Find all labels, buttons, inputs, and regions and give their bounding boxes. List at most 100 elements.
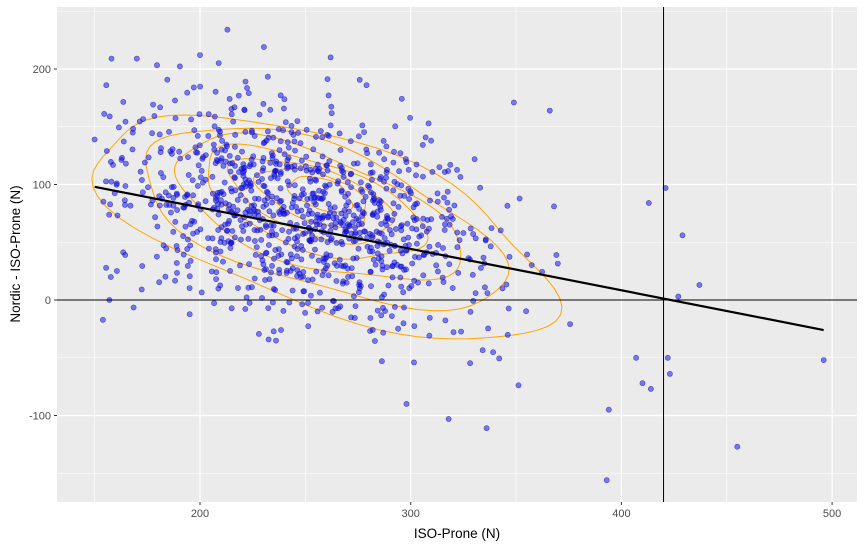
data-point [392, 123, 399, 130]
data-point [445, 416, 452, 422]
data-point [309, 169, 316, 176]
data-point [426, 314, 433, 321]
data-point [357, 283, 364, 289]
data-point [304, 202, 310, 209]
data-point [173, 190, 180, 197]
data-point [386, 247, 393, 254]
data-point [313, 268, 320, 275]
density-contour [173, 132, 462, 281]
data-point [224, 227, 231, 234]
data-point [359, 220, 365, 227]
data-point [367, 315, 374, 321]
data-point [553, 252, 560, 258]
data-point [378, 221, 385, 227]
data-point [734, 443, 741, 450]
data-point [174, 269, 180, 276]
data-point [300, 230, 306, 237]
data-point [420, 272, 427, 279]
data-point [499, 285, 506, 292]
data-point [286, 182, 292, 188]
data-point [299, 301, 306, 308]
data-point [313, 177, 319, 184]
data-point [395, 203, 402, 210]
data-point [504, 331, 511, 338]
data-point [186, 285, 193, 291]
data-point [150, 101, 156, 108]
data-point [172, 97, 178, 104]
data-point [444, 188, 451, 195]
data-point [211, 113, 218, 120]
data-point [346, 223, 352, 229]
data-point [392, 226, 399, 232]
data-point [103, 148, 110, 154]
data-point [403, 400, 410, 407]
data-point [248, 187, 255, 194]
data-point [294, 238, 300, 245]
data-point [286, 228, 292, 235]
data-point [234, 196, 241, 203]
data-point [506, 253, 513, 260]
data-point [551, 203, 557, 210]
data-point [415, 279, 421, 286]
data-point [260, 165, 267, 172]
data-point [277, 138, 284, 145]
data-point [172, 218, 179, 225]
data-point [225, 220, 231, 227]
y-tick-label: 100 [33, 180, 51, 192]
data-point [277, 185, 284, 192]
data-point [329, 308, 336, 315]
data-point [487, 243, 494, 250]
data-point [149, 130, 155, 137]
data-point [187, 257, 194, 264]
data-point [234, 154, 241, 161]
data-point [291, 195, 298, 202]
data-point [633, 354, 639, 361]
data-point [298, 242, 305, 249]
data-point [308, 236, 314, 243]
data-point [338, 188, 345, 195]
data-point [180, 251, 187, 258]
data-point [394, 181, 401, 188]
data-point [391, 210, 398, 217]
data-point [211, 123, 218, 130]
data-point [313, 133, 319, 140]
data-point [232, 131, 239, 138]
data-point [244, 85, 250, 91]
data-point [114, 268, 120, 274]
data-point [405, 166, 412, 173]
data-point [216, 132, 223, 139]
data-point [220, 258, 226, 265]
data-point [460, 230, 467, 236]
data-point [323, 162, 330, 169]
data-point [338, 238, 345, 245]
data-point [197, 52, 203, 58]
data-point [524, 251, 530, 258]
data-point [343, 202, 350, 209]
data-point [284, 139, 291, 145]
data-point [349, 273, 356, 279]
data-point [353, 255, 360, 261]
data-point [342, 193, 348, 200]
data-point [380, 329, 387, 336]
data-point [176, 63, 183, 70]
data-point [372, 261, 379, 268]
data-point [605, 406, 612, 413]
data-point [292, 147, 298, 154]
data-point [259, 295, 265, 301]
data-point [511, 99, 517, 106]
data-point [479, 347, 486, 354]
data-point [170, 194, 177, 201]
data-point [270, 222, 277, 229]
data-point [404, 220, 411, 227]
data-point [265, 242, 272, 248]
data-point [168, 184, 175, 190]
data-point [477, 184, 483, 191]
data-point [154, 223, 161, 230]
data-point [289, 287, 296, 294]
data-point [439, 213, 445, 220]
data-point [280, 105, 287, 112]
data-point [332, 224, 339, 231]
data-point [398, 95, 405, 102]
data-point [248, 156, 255, 163]
data-point [316, 289, 323, 296]
